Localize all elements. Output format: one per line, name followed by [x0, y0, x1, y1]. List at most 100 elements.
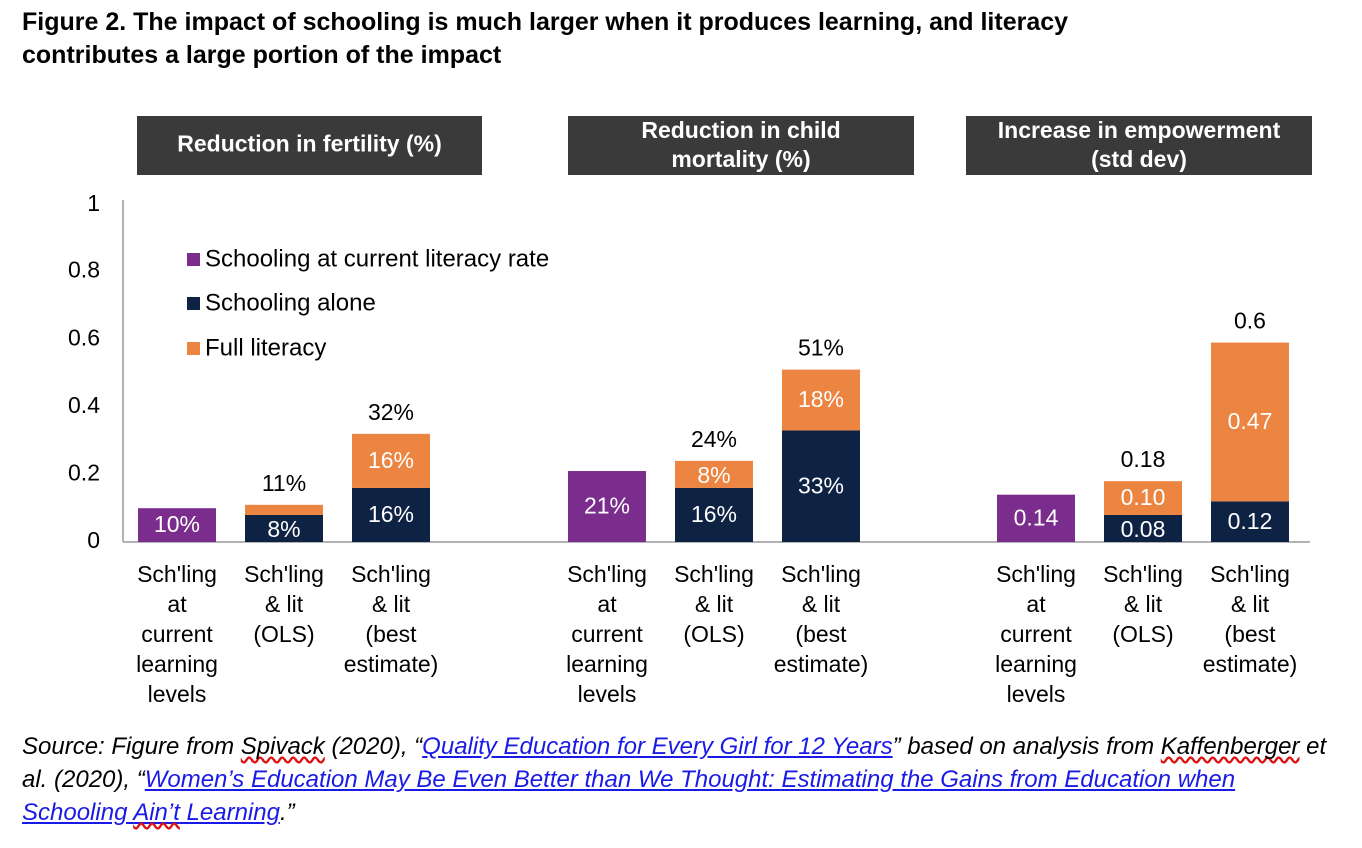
bar-segment: [1104, 481, 1182, 515]
bar-segment-label: 10%: [154, 511, 200, 537]
x-category-label: at: [167, 591, 187, 617]
legend-swatch: [187, 253, 200, 266]
bar-segment: [782, 430, 860, 542]
x-category-label: Sch'ling: [351, 561, 431, 587]
x-category-label: estimate): [1203, 651, 1298, 677]
x-category-label: at: [597, 591, 617, 617]
link-womens-education-text-3[interactable]: Learning: [179, 799, 280, 826]
legend-label: Schooling at current literacy rate: [205, 245, 549, 272]
x-category-label: current: [1000, 621, 1072, 647]
source-author-kaffenberger: Kaffenberger: [1160, 733, 1300, 760]
stacked-bar-chart: 0 0.2 0.4 0.6 0.8 1 Reduction in fertility (%)…: [68, 116, 1312, 707]
x-category-label: Sch'ling: [1103, 561, 1183, 587]
x-category-label: (best: [795, 621, 847, 647]
bar-segment: [1211, 501, 1289, 542]
bar-segment-label: 0.08: [1121, 516, 1166, 542]
bar-segment-label: 8%: [697, 462, 730, 488]
y-tick-label: 0: [87, 527, 100, 553]
figure-title: Figure 2. The impact of schooling is muc…: [22, 6, 1342, 72]
bar-segment-label: 33%: [798, 472, 844, 498]
bar-segment: [997, 494, 1075, 542]
panel-header-text: mortality (%): [671, 146, 810, 172]
bar-segment: [245, 504, 323, 515]
link-womens-education[interactable]: Women’s Education May Be Even Better tha…: [22, 766, 1235, 826]
bar-total-label: 32%: [368, 399, 414, 425]
x-category-label: & lit: [1124, 591, 1163, 617]
bar-total-label: 11%: [262, 470, 306, 496]
panel-header-box: [568, 116, 914, 175]
x-category-label: & lit: [372, 591, 411, 617]
source-text-3: et al. (2020), “: [22, 733, 1327, 793]
figure-title-line-1: Figure 2. The impact of schooling is muc…: [22, 8, 1069, 36]
bar-segment-label: 0.10: [1121, 484, 1166, 510]
bar-segment-label: 16%: [368, 447, 414, 473]
bar-segment: [1211, 342, 1289, 502]
x-category-label: (best: [365, 621, 417, 647]
x-category-label: current: [571, 621, 643, 647]
y-tick-label: 0.6: [68, 324, 100, 350]
bar-segment: [352, 487, 430, 542]
x-category-label: (OLS): [683, 621, 744, 647]
x-category-label: learning: [995, 651, 1077, 677]
bar-segment: [1104, 514, 1182, 542]
x-category-label: levels: [148, 681, 207, 707]
bar-segment: [568, 471, 646, 542]
x-category-label: & lit: [802, 591, 841, 617]
panel-header-text: Reduction in fertility (%): [177, 131, 442, 157]
y-tick-label: 1: [87, 190, 100, 216]
source-prefix: Source: Figure from: [22, 733, 241, 760]
source-text-2: ” based on analysis from: [892, 733, 1161, 760]
x-category-label: Sch'ling: [674, 561, 754, 587]
x-category-label: & lit: [695, 591, 734, 617]
panel-header-text: Reduction in child: [641, 117, 840, 143]
x-category-label: levels: [578, 681, 637, 707]
bar-segment: [352, 433, 430, 488]
x-category-label: at: [1026, 591, 1046, 617]
bar-segment: [675, 460, 753, 488]
x-category-label: current: [141, 621, 213, 647]
y-tick-label: 0.4: [68, 392, 100, 418]
x-category-label: Sch'ling: [567, 561, 647, 587]
x-category-label: & lit: [265, 591, 304, 617]
bar-segment-label: 0.14: [1014, 504, 1059, 530]
link-womens-education-text-2[interactable]: Ain’t: [133, 799, 180, 826]
bar-segment: [245, 514, 323, 542]
bar-segment: [782, 369, 860, 431]
legend-swatch: [187, 342, 200, 355]
bar-total-label: 0.6: [1234, 308, 1266, 334]
x-category-label: (OLS): [253, 621, 314, 647]
source-author-spivack: Spivack: [240, 733, 325, 760]
x-category-label: Sch'ling: [781, 561, 861, 587]
link-womens-education-text-1[interactable]: Women’s Education May Be Even Better tha…: [22, 766, 1236, 826]
bar-segment: [138, 508, 216, 542]
y-tick-label: 0.2: [68, 459, 100, 485]
figure-title-line-2: contributes a large portion of the impac…: [22, 41, 502, 69]
x-category-label: learning: [136, 651, 218, 677]
panel-header-box: [966, 116, 1312, 175]
x-category-label: Sch'ling: [137, 561, 217, 587]
legend-swatch: [187, 297, 200, 310]
x-category-label: learning: [566, 651, 648, 677]
x-category-label: estimate): [774, 651, 869, 677]
bar-segment-label: 21%: [584, 493, 630, 519]
link-quality-education[interactable]: Quality Education for Every Girl for 12 …: [422, 733, 893, 760]
source-text-1: (2020), “: [324, 733, 423, 760]
bar-segment: [675, 487, 753, 542]
x-category-label: Sch'ling: [244, 561, 324, 587]
bar-segment-label: 8%: [267, 516, 300, 542]
x-category-label: (OLS): [1112, 621, 1173, 647]
bar-segment-label: 18%: [798, 386, 844, 412]
x-category-label: estimate): [344, 651, 439, 677]
bar-total-label: 24%: [691, 426, 737, 452]
x-category-label: levels: [1007, 681, 1066, 707]
panel-header-box: [137, 116, 482, 175]
x-category-label: (best: [1224, 621, 1276, 647]
y-tick-label: 0.8: [68, 257, 100, 283]
x-category-label: & lit: [1231, 591, 1270, 617]
legend-label: Full literacy: [205, 334, 326, 361]
source-note: Source: Figure from Spivack (2020), “Qua…: [22, 730, 1342, 829]
source-suffix: .”: [279, 799, 295, 826]
bar-total-label: 51%: [798, 335, 844, 361]
bar-segment-label: 16%: [691, 501, 737, 527]
bar-segment-label: 0.12: [1228, 508, 1273, 534]
